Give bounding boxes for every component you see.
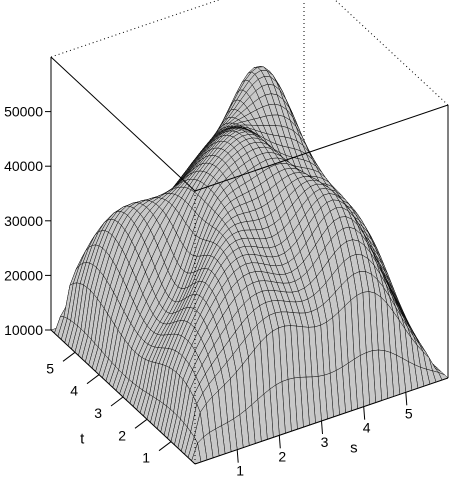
x-tick-label: 1 [236, 463, 244, 479]
y-tick-label: 2 [118, 427, 126, 443]
y-tick-label: 4 [70, 383, 78, 399]
z-tick-label: 50000 [4, 104, 43, 120]
x-tick-label: 5 [405, 405, 413, 421]
y-tick-label: 5 [46, 360, 54, 376]
x-axis-title: s [350, 440, 358, 457]
box-back-edges [50, 0, 449, 244]
x-tick [405, 392, 408, 406]
z-tick-label: 30000 [4, 213, 43, 229]
x-tick-label: 4 [363, 420, 371, 436]
z-tick-label: 10000 [4, 322, 43, 338]
z-tick-label: 20000 [4, 267, 43, 283]
x-tick [278, 435, 281, 449]
x-tick [236, 449, 239, 463]
y-tick [110, 396, 124, 407]
box-edge [50, 56, 196, 192]
y-tick-label: 1 [142, 450, 150, 466]
box-edge [194, 104, 449, 192]
surface-mesh [50, 66, 449, 465]
z-tick-label: 40000 [4, 158, 43, 174]
box-edge [334, 0, 449, 106]
box-edge [50, 0, 221, 58]
y-axis-title: t [80, 431, 85, 448]
y-tick [62, 351, 76, 362]
x-tick-label: 2 [278, 448, 286, 464]
y-tick-label: 3 [94, 405, 102, 421]
y-tick [158, 441, 172, 452]
y-tick [134, 418, 148, 429]
x-tick [363, 406, 366, 420]
x-tick-label: 3 [321, 434, 329, 450]
x-tick [321, 420, 323, 435]
y-tick [86, 374, 100, 385]
